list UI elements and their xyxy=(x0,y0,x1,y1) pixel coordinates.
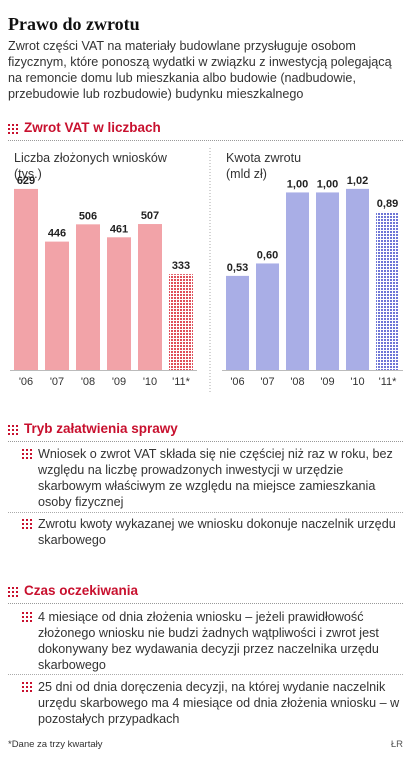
list-item-text: 25 dni od dnia doręczenia decyzji, na kt… xyxy=(38,680,400,726)
bar xyxy=(107,237,131,370)
x-tick-label: '11* xyxy=(172,376,191,388)
x-tick-label: '07 xyxy=(260,376,274,388)
x-tick-label: '07 xyxy=(50,376,64,388)
x-tick-label: '10 xyxy=(143,376,157,388)
bar xyxy=(376,211,399,370)
list-item-text: Wniosek o zwrot VAT składa się nie częśc… xyxy=(38,447,393,509)
x-tick-label: '08 xyxy=(81,376,95,388)
data-label: 1,00 xyxy=(287,178,308,190)
left-chart-label: Liczba złożonych wniosków (tys.) xyxy=(14,151,167,181)
bar xyxy=(316,192,339,370)
section-czas-heading: Czas oczekiwania xyxy=(8,583,403,605)
intro-text: Zwrot części VAT na materiały budowlane … xyxy=(8,39,392,101)
data-label: 446 xyxy=(48,228,66,240)
dot-grid-icon xyxy=(8,587,18,597)
data-label: 506 xyxy=(79,210,97,222)
divider xyxy=(8,140,403,141)
x-tick-label: '11* xyxy=(379,376,398,388)
page-title: Prawo do zwrotu xyxy=(8,14,140,34)
bar xyxy=(14,188,38,370)
credit: ŁR xyxy=(390,739,403,750)
divider xyxy=(8,674,403,675)
x-tick-label: '06 xyxy=(19,376,33,388)
list-item-text: Zwrotu kwoty wykazanej we wniosku dokonu… xyxy=(38,517,396,547)
x-tick-label: '09 xyxy=(112,376,126,388)
x-tick-label: '09 xyxy=(320,376,334,388)
data-label: 0,53 xyxy=(227,262,248,274)
section-tryb-heading: Tryb załatwienia sprawy xyxy=(8,421,403,443)
x-tick-label: '06 xyxy=(230,376,244,388)
data-label: 0,89 xyxy=(377,198,398,210)
bar xyxy=(45,241,69,370)
section-chart-heading: Zwrot VAT w liczbach xyxy=(8,120,403,142)
bar xyxy=(226,275,249,370)
footnote: *Dane za trzy kwartały xyxy=(8,739,103,750)
data-label: 0,60 xyxy=(257,249,278,261)
bullet-icon xyxy=(22,519,32,529)
bullet-icon xyxy=(22,682,32,692)
data-label: 333 xyxy=(172,260,190,272)
bullet-icon xyxy=(22,449,32,459)
divider xyxy=(8,603,403,604)
right-chart-label: Kwota zwrotu (mld zł) xyxy=(226,151,302,181)
x-tick-label: '08 xyxy=(290,376,304,388)
data-label: 461 xyxy=(110,223,128,235)
x-tick-label: '10 xyxy=(350,376,364,388)
data-label: 1,00 xyxy=(317,178,338,190)
data-label: 629 xyxy=(17,175,35,187)
data-label: 507 xyxy=(141,210,159,222)
divider xyxy=(8,512,403,513)
divider xyxy=(8,441,403,442)
bar xyxy=(169,274,193,370)
dot-grid-icon xyxy=(8,425,18,435)
section-title: Zwrot VAT w liczbach xyxy=(24,120,161,135)
section-title: Tryb załatwienia sprawy xyxy=(24,421,178,436)
data-label: 1,02 xyxy=(347,175,368,187)
bar xyxy=(286,192,309,370)
bar xyxy=(76,224,100,370)
bar xyxy=(256,263,279,370)
bar xyxy=(138,224,162,370)
bar xyxy=(346,188,369,370)
list-item-text: 4 miesiące od dnia złożenia wniosku – je… xyxy=(38,610,379,672)
section-title: Czas oczekiwania xyxy=(24,583,139,598)
dot-grid-icon xyxy=(8,124,18,134)
bullet-icon xyxy=(22,612,32,622)
bar-charts: 629 '06 446 '07 506 '08 461 '09 507 '10 333 '11* 0,5… xyxy=(10,148,403,392)
